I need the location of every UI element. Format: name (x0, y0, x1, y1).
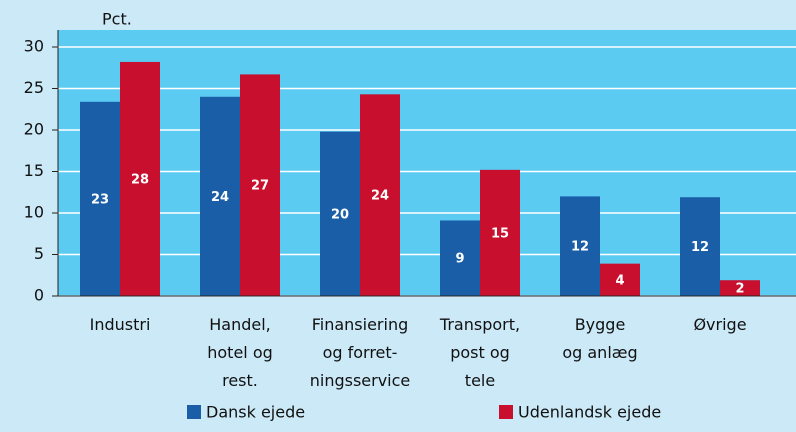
y-tick-label: 5 (34, 244, 44, 263)
value-label: 15 (491, 226, 509, 241)
legend-label: Dansk ejede (206, 403, 305, 422)
y-tick-label: 15 (24, 161, 44, 180)
y-tick-label: 20 (24, 120, 44, 139)
x-tick-line: Bygge (575, 315, 626, 334)
value-label: 28 (131, 172, 149, 187)
x-tick-label: Finansiering og forret-ningsservice (310, 315, 411, 390)
value-label: 12 (571, 240, 589, 255)
value-label: 4 (615, 273, 624, 288)
x-tick-label: Øvrige (693, 315, 746, 334)
bar (480, 169, 520, 296)
value-label: 12 (691, 240, 709, 255)
y-tick-label: 30 (24, 37, 44, 56)
bar (120, 61, 160, 296)
x-tick-line: Øvrige (693, 315, 746, 334)
y-tick-label: 0 (34, 286, 44, 305)
x-tick-label: Bygge og anlæg (562, 315, 637, 362)
bar (80, 101, 120, 296)
x-tick-line: hotel og (207, 343, 273, 362)
x-tick-line: Transport, (439, 315, 520, 334)
x-tick-label: Handel, hotel og rest. (207, 315, 273, 390)
x-tick-label: Transport, post og tele (439, 315, 520, 390)
bar (200, 96, 240, 296)
bar (720, 280, 760, 296)
x-tick-line: ningsservice (310, 371, 411, 390)
legend-label: Udenlandsk ejede (518, 403, 661, 422)
value-label: 24 (371, 189, 389, 204)
value-label: 20 (331, 207, 349, 222)
bar (240, 74, 280, 296)
x-tick-line: Industri (90, 315, 151, 334)
x-tick-line: Finansiering (312, 315, 409, 334)
x-tick-label: Industri (90, 315, 151, 334)
bar (320, 131, 360, 296)
x-tick-line: rest. (222, 371, 258, 390)
value-label: 24 (211, 190, 229, 205)
bar (600, 263, 640, 296)
bar (560, 196, 600, 296)
legend-swatch (187, 405, 201, 419)
value-label: 9 (455, 252, 464, 267)
bar (440, 220, 480, 296)
x-tick-line: og forret- (323, 343, 398, 362)
y-tick-label: 25 (24, 78, 44, 97)
value-label: 23 (91, 192, 109, 207)
x-tick-line: og anlæg (562, 343, 637, 362)
value-label: 27 (251, 179, 269, 194)
value-label: 2 (735, 282, 744, 297)
y-axis-label: Pct. (102, 10, 132, 29)
bar (360, 94, 400, 296)
legend-swatch (499, 405, 513, 419)
bar (680, 197, 720, 296)
x-tick-line: Handel, (209, 315, 271, 334)
x-tick-line: tele (465, 371, 495, 390)
plot-area (58, 30, 796, 296)
x-tick-line: post og (450, 343, 510, 362)
y-tick-label: 10 (24, 203, 44, 222)
